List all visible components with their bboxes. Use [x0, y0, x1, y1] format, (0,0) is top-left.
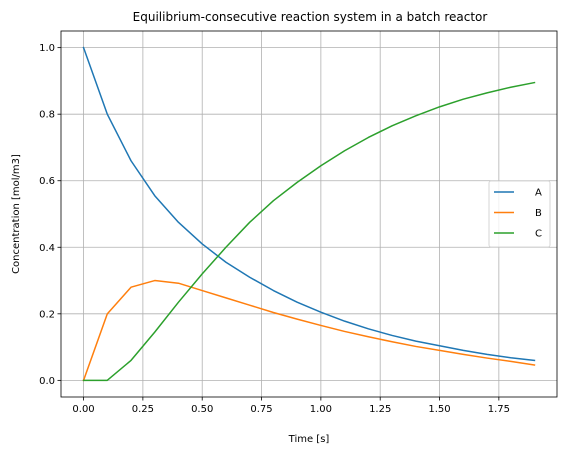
legend-label-c: C	[535, 229, 542, 240]
series-lines	[82, 46, 536, 382]
x-axis-label: Time [s]	[288, 434, 330, 445]
y-tick-label: 0.8	[39, 110, 55, 121]
y-tick-label: 0.2	[39, 309, 55, 320]
chart-title: Equilibrium-consecutive reaction system …	[133, 10, 488, 24]
x-tick-label: 0.25	[132, 404, 154, 415]
y-axis-ticks: 0.0 0.2 0.4 0.6 0.8 1.0	[39, 43, 61, 387]
y-axis-label: Concentration [mol/m3]	[11, 154, 22, 274]
x-tick-label: 0.75	[250, 404, 272, 415]
legend: ABC	[488, 180, 551, 248]
y-tick-label: 0.4	[39, 243, 55, 254]
x-tick-label: 1.25	[369, 404, 391, 415]
y-tick-label: 1.0	[39, 43, 55, 54]
legend-label-b: B	[535, 208, 542, 219]
plot-frame	[60, 30, 558, 398]
grid	[61, 31, 557, 397]
y-tick-label: 0.6	[39, 176, 55, 187]
x-axis-ticks: 0.00 0.25 0.50 0.75 1.00 1.25 1.50 1.75	[72, 397, 510, 415]
series-line-a	[82, 46, 536, 362]
x-tick-label: 1.75	[488, 404, 510, 415]
x-tick-label: 0.00	[72, 404, 94, 415]
series-line-c	[82, 81, 536, 382]
legend-label-a: A	[535, 188, 542, 199]
x-tick-label: 1.50	[428, 404, 450, 415]
series-line-b	[82, 279, 536, 382]
legend-box	[488, 180, 551, 248]
y-tick-label: 0.0	[39, 376, 55, 387]
x-tick-label: 1.00	[310, 404, 332, 415]
x-tick-label: 0.50	[191, 404, 213, 415]
